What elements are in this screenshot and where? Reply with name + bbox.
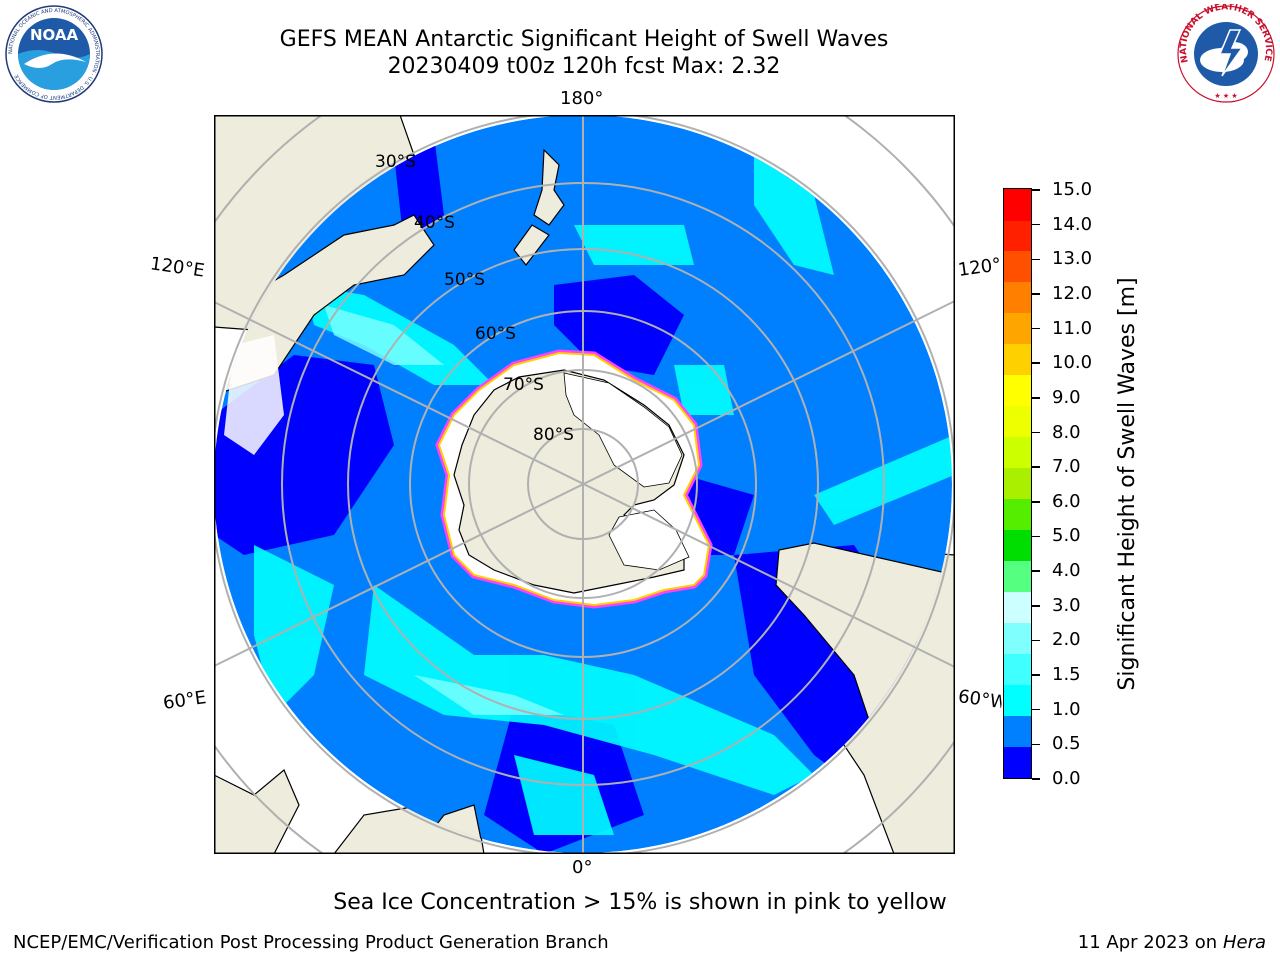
credit-text: NCEP/EMC/Verification Post Processing Pr… [13, 932, 609, 953]
lat-label-30s: 30°S [375, 152, 416, 172]
colorbar-segment [1004, 560, 1031, 592]
colorbar-segment [1004, 436, 1031, 469]
colorbar-tick-mark [1032, 570, 1040, 572]
colorbar-tick-mark [1032, 258, 1040, 261]
lon-label-120e: 120°E [148, 253, 206, 282]
host-name: Hera [1222, 932, 1266, 953]
svg-text:NOAA: NOAA [30, 26, 79, 44]
colorbar-tick-mark [1032, 778, 1040, 780]
colorbar-segment [1004, 219, 1031, 252]
colorbar-tick-mark [1032, 605, 1040, 607]
colorbar-tick-label: 15.0 [1052, 179, 1093, 200]
ocean-light [254, 155, 952, 835]
colorbar-segment [1004, 684, 1031, 716]
colorbar-segment [1004, 405, 1031, 438]
colorbar-segment [1004, 746, 1031, 778]
colorbar-tick-label: 1.5 [1052, 664, 1081, 686]
new-zealand [533, 148, 565, 226]
chart-title: GEFS MEAN Antarctic Significant Height o… [279, 27, 889, 52]
lon-label-0: 0° [572, 857, 593, 878]
colorbar-segment [1004, 281, 1031, 314]
colorbar-tick-label: 5.0 [1052, 525, 1081, 547]
colorbar-tick-mark [1032, 327, 1040, 330]
colorbar-tick-mark [1032, 743, 1040, 746]
colorbar-title: Significant Height of Swell Waves [m] [1115, 277, 1140, 691]
colorbar-tick-label: 4.0 [1052, 560, 1081, 582]
lon-label-120w: 120°W [956, 254, 1004, 281]
colorbar-tick-label: 0.0 [1052, 768, 1081, 789]
colorbar-tick-mark [1032, 535, 1040, 538]
colorbar-tick-mark [1032, 674, 1040, 676]
colorbar-segment [1004, 653, 1031, 685]
colorbar-tick-label: 6.0 [1052, 490, 1081, 512]
sea-ice-note: Sea Ice Concentration > 15% is shown in … [333, 890, 947, 915]
colorbar [1003, 188, 1032, 779]
colorbar-segment [1004, 622, 1031, 654]
lon-label-180: 180° [560, 88, 604, 109]
colorbar-tick-label: 9.0 [1052, 386, 1081, 408]
colorbar-tick-mark [1032, 189, 1040, 191]
colorbar-tick-label: 7.0 [1052, 456, 1081, 478]
noaa-logo: NOAA NATIONAL OCEANIC AND ATMOSPHERIC AD… [5, 5, 103, 103]
lat-label-60s: 60°S [475, 324, 516, 344]
svg-text:★ ★ ★: ★ ★ ★ [1214, 92, 1237, 100]
lat-label-70s: 70°S [503, 375, 544, 395]
colorbar-tick-label: 14.0 [1052, 213, 1093, 235]
chart-subtitle: 20230409 t00z 120h fcst Max: 2.32 [387, 54, 781, 79]
lon-label-60w: 60°W [956, 686, 1004, 713]
colorbar-tick-mark [1032, 223, 1040, 226]
colorbar-tick-label: 0.5 [1052, 733, 1081, 755]
colorbar-segment [1004, 374, 1031, 407]
colorbar-segment [1004, 591, 1031, 623]
colorbar-tick-mark [1032, 466, 1040, 468]
colorbar-segment [1004, 498, 1031, 531]
map-frame [214, 115, 955, 854]
colorbar-segment [1004, 189, 1031, 221]
colorbar-tick-mark [1032, 362, 1040, 364]
colorbar-tick-mark [1032, 293, 1040, 295]
colorbar-tick-mark [1032, 501, 1040, 503]
lat-label-80s: 80°S [533, 425, 574, 445]
colorbar-segment [1004, 529, 1031, 561]
map-panel [214, 115, 955, 854]
colorbar-tick-mark [1032, 639, 1040, 642]
colorbar-segment [1004, 343, 1031, 376]
colorbar-tick-mark [1032, 397, 1040, 399]
graticule [214, 115, 955, 854]
colorbar-tick-label: 12.0 [1052, 282, 1093, 304]
colorbar-tick-label: 2.0 [1052, 629, 1081, 651]
colorbar-tick-mark [1032, 708, 1040, 711]
colorbar-segment [1004, 715, 1031, 747]
colorbar-tick-label: 11.0 [1052, 317, 1093, 339]
colorbar-tick-label: 8.0 [1052, 421, 1081, 443]
colorbar-tick-label: 1.0 [1052, 698, 1081, 720]
colorbar-tick-label: 3.0 [1052, 594, 1081, 616]
colorbar-segment [1004, 312, 1031, 345]
colorbar-tick-mark [1032, 431, 1040, 434]
colorbar-segment [1004, 250, 1031, 283]
colorbar-tick-label: 13.0 [1052, 248, 1093, 270]
lon-label-60e: 60°E [161, 687, 208, 714]
lat-label-40s: 40°S [414, 213, 455, 233]
lat-label-50s: 50°S [444, 270, 485, 290]
colorbar-segment [1004, 467, 1031, 500]
nws-logo: NATIONAL WEATHER SERVICE ★ ★ ★ [1177, 4, 1275, 103]
colorbar-tick-label: 10.0 [1052, 352, 1093, 374]
date-text: 11 Apr 2023 on Hera [1077, 932, 1266, 953]
